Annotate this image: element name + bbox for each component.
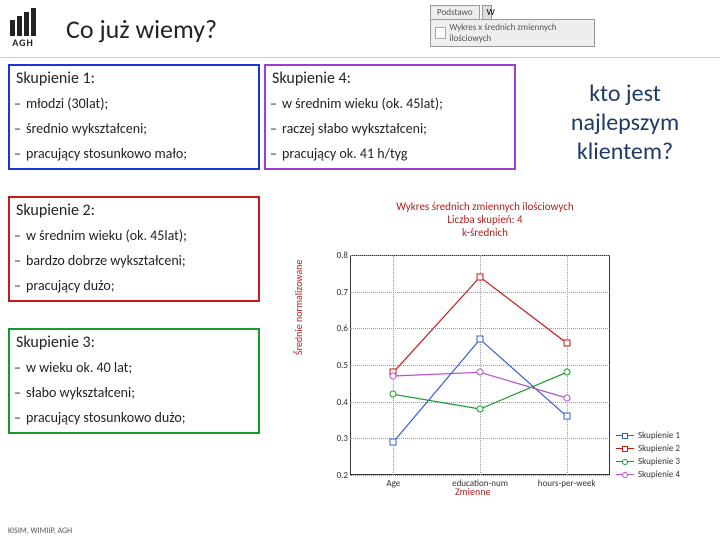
header: AGH Co już wiemy? xyxy=(0,0,720,58)
cluster-box-2: Skupienie 2: w średnim wieku (ok. 45lat)… xyxy=(8,196,260,302)
legend-item: Skupienie 4 xyxy=(616,469,680,480)
chart-xtick: hours-per-week xyxy=(538,478,596,489)
toolbar-tab[interactable]: Podstawo xyxy=(430,5,480,19)
page-title: Co już wiemy? xyxy=(66,13,217,45)
chart-marker xyxy=(477,369,484,376)
cluster-items: w średnim wieku (ok. 45lat); raczej słab… xyxy=(266,91,514,168)
toolbar-button-row: Wykres x średnich zmiennych ilościowych xyxy=(430,19,595,47)
chart-marker xyxy=(563,369,570,376)
chart-icon[interactable] xyxy=(435,27,446,39)
chart-marker xyxy=(563,413,570,420)
cluster-title: Skupienie 3: xyxy=(10,330,258,355)
toolbar-tab-truncated[interactable]: W xyxy=(482,5,492,19)
cluster-item: raczej słabo wykształceni; xyxy=(266,116,514,141)
cluster-item: pracujący ok. 41 h/tyg xyxy=(266,141,514,166)
chart-marker xyxy=(477,274,484,281)
chart-legend: Skupienie 1 Skupienie 2 Skupienie 3 Skupien… xyxy=(616,430,680,482)
chart-marker xyxy=(563,340,570,347)
cluster-title: Skupienie 2: xyxy=(10,198,258,223)
cluster-item: w średnim wieku (ok. 45lat); xyxy=(10,223,258,248)
chart-ytick: 0.3 xyxy=(330,433,348,444)
chart-xtick: Age xyxy=(386,478,400,489)
chart-ytick: 0.6 xyxy=(330,323,348,334)
statistica-toolbar-mock: Podstawo W Wykres x średnich zmiennych i… xyxy=(430,5,595,47)
chart-ytick: 0.5 xyxy=(330,360,348,371)
cluster-item: pracujący stosunkowo dużo; xyxy=(10,405,258,430)
cluster-box-3: Skupienie 3: w wieku ok. 40 lat; słabo w… xyxy=(8,328,260,434)
toolbar-button-label[interactable]: Wykres x średnich zmiennych ilościowych xyxy=(449,22,590,44)
cluster-item: średnio wykształceni; xyxy=(10,116,258,141)
legend-item: Skupienie 1 xyxy=(616,430,680,441)
logo-text: AGH xyxy=(12,36,34,49)
chart-marker xyxy=(390,391,397,398)
cluster-title: Skupienie 1: xyxy=(10,66,258,91)
chart-marker xyxy=(390,373,397,380)
cluster-box-1: Skupienie 1: młodzi (30lat); średnio wyk… xyxy=(8,64,260,170)
cluster-item: młodzi (30lat); xyxy=(10,91,258,116)
chart-ytick: 0.2 xyxy=(330,470,348,481)
chart-marker xyxy=(477,406,484,413)
logo-bars-icon xyxy=(10,8,36,36)
chart-ytick: 0.7 xyxy=(330,287,348,298)
agh-logo: AGH xyxy=(10,8,36,49)
chart-ylabel: Średnie normalizowane xyxy=(292,260,305,355)
chart-marker xyxy=(477,336,484,343)
chart-marker xyxy=(563,395,570,402)
footer-text: KISIM, WIMIIP, AGH xyxy=(8,526,72,536)
chart-xtick: education-num xyxy=(452,478,508,489)
legend-item: Skupienie 2 xyxy=(616,443,680,454)
cluster-item: słabo wykształceni; xyxy=(10,380,258,405)
cluster-title: Skupienie 4: xyxy=(266,66,514,91)
legend-item: Skupienie 3 xyxy=(616,456,680,467)
chart-ytick: 0.8 xyxy=(330,250,348,261)
cluster-item: pracujący stosunkowo mało; xyxy=(10,141,258,166)
cluster-item: w wieku ok. 40 lat; xyxy=(10,355,258,380)
cluster-item: w średnim wieku (ok. 45lat); xyxy=(266,91,514,116)
cluster-item: pracujący dużo; xyxy=(10,273,258,298)
chart-title: Wykres średnich zmiennych ilościowych Li… xyxy=(290,200,680,240)
cluster-items: w wieku ok. 40 lat; słabo wykształceni; … xyxy=(10,355,258,432)
cluster-items: młodzi (30lat); średnio wykształceni; pr… xyxy=(10,91,258,168)
chart-marker xyxy=(390,439,397,446)
means-chart: Wykres średnich zmiennych ilościowych Li… xyxy=(290,200,680,500)
cluster-item: bardzo dobrze wykształceni; xyxy=(10,248,258,273)
chart-ytick: 0.4 xyxy=(330,397,348,408)
cluster-box-4: Skupienie 4: w średnim wieku (ok. 45lat)… xyxy=(264,64,516,170)
question-text: kto jest najlepszym klientem? xyxy=(545,80,705,166)
cluster-items: w średnim wieku (ok. 45lat); bardzo dobr… xyxy=(10,223,258,300)
